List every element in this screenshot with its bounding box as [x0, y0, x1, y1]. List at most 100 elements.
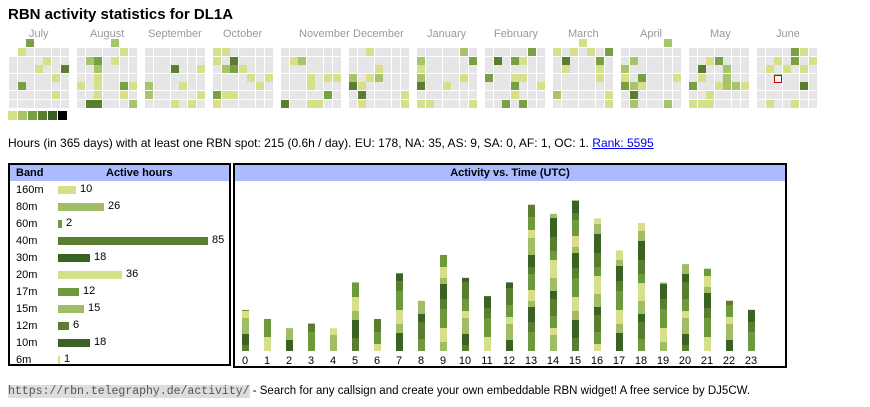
calendar-day-cell[interactable]	[689, 100, 697, 108]
calendar-day-cell[interactable]	[570, 57, 578, 65]
calendar-day-cell[interactable]	[741, 48, 749, 56]
calendar-day-cell[interactable]	[247, 74, 255, 82]
calendar-day-cell[interactable]	[809, 48, 817, 56]
calendar-day-cell[interactable]	[26, 100, 34, 108]
calendar-day-cell[interactable]	[800, 57, 808, 65]
calendar-day-cell[interactable]	[171, 57, 179, 65]
calendar-day-cell[interactable]	[154, 74, 162, 82]
calendar-day-cell[interactable]	[392, 100, 400, 108]
calendar-day-cell[interactable]	[519, 82, 527, 90]
calendar-day-cell[interactable]	[401, 48, 409, 56]
calendar-day-cell[interactable]	[247, 100, 255, 108]
calendar-day-cell[interactable]	[358, 82, 366, 90]
calendar-day-cell[interactable]	[774, 57, 782, 65]
calendar-day-cell[interactable]	[129, 82, 137, 90]
calendar-day-cell[interactable]	[443, 100, 451, 108]
calendar-day-cell[interactable]	[537, 100, 545, 108]
calendar-day-cell[interactable]	[298, 74, 306, 82]
calendar-day-cell[interactable]	[162, 57, 170, 65]
calendar-day-cell[interactable]	[783, 91, 791, 99]
calendar-day-cell[interactable]	[298, 82, 306, 90]
calendar-day-cell[interactable]	[605, 91, 613, 99]
calendar-day-cell[interactable]	[375, 91, 383, 99]
calendar-day-cell[interactable]	[469, 65, 477, 73]
calendar-day-cell[interactable]	[358, 91, 366, 99]
calendar-day-cell[interactable]	[469, 82, 477, 90]
calendar-day-cell[interactable]	[383, 91, 391, 99]
calendar-day-cell[interactable]	[290, 65, 298, 73]
calendar-day-cell[interactable]	[766, 100, 774, 108]
calendar-day-cell[interactable]	[120, 65, 128, 73]
calendar-day-cell[interactable]	[451, 91, 459, 99]
calendar-day-cell[interactable]	[553, 65, 561, 73]
calendar-day-cell[interactable]	[630, 100, 638, 108]
calendar-day-cell[interactable]	[553, 100, 561, 108]
calendar-day-cell[interactable]	[579, 100, 587, 108]
calendar-day-cell[interactable]	[638, 48, 646, 56]
calendar-day-cell[interactable]	[349, 65, 357, 73]
calendar-day-cell[interactable]	[587, 100, 595, 108]
calendar-day-cell[interactable]	[239, 82, 247, 90]
calendar-day-cell[interactable]	[511, 100, 519, 108]
calendar-day-cell[interactable]	[460, 91, 468, 99]
calendar-day-cell[interactable]	[451, 74, 459, 82]
calendar-day-cell[interactable]	[655, 48, 663, 56]
calendar-day-cell[interactable]	[664, 74, 672, 82]
calendar-day-cell[interactable]	[188, 100, 196, 108]
calendar-day-cell[interactable]	[443, 82, 451, 90]
calendar-day-cell[interactable]	[315, 91, 323, 99]
calendar-day-cell[interactable]	[528, 48, 536, 56]
calendar-day-cell[interactable]	[197, 74, 205, 82]
calendar-day-cell[interactable]	[35, 100, 43, 108]
calendar-day-cell[interactable]	[689, 82, 697, 90]
calendar-day-cell[interactable]	[9, 100, 17, 108]
calendar-day-cell[interactable]	[52, 91, 60, 99]
calendar-day-cell[interactable]	[9, 82, 17, 90]
calendar-day-cell[interactable]	[256, 48, 264, 56]
calendar-day-cell[interactable]	[222, 57, 230, 65]
calendar-day-cell[interactable]	[434, 57, 442, 65]
calendar-day-cell[interactable]	[451, 82, 459, 90]
calendar-day-cell[interactable]	[86, 82, 94, 90]
calendar-day-cell[interactable]	[154, 57, 162, 65]
calendar-day-cell[interactable]	[689, 65, 697, 73]
calendar-day-cell[interactable]	[324, 100, 332, 108]
calendar-day-cell[interactable]	[519, 65, 527, 73]
calendar-day-cell[interactable]	[715, 74, 723, 82]
calendar-day-cell[interactable]	[553, 91, 561, 99]
calendar-day-cell[interactable]	[757, 91, 765, 99]
calendar-day-cell[interactable]	[281, 65, 289, 73]
calendar-day-cell[interactable]	[230, 100, 238, 108]
calendar-day-cell[interactable]	[230, 91, 238, 99]
calendar-day-cell[interactable]	[460, 100, 468, 108]
calendar-day-cell[interactable]	[145, 57, 153, 65]
calendar-day-cell[interactable]	[239, 91, 247, 99]
calendar-day-cell[interactable]	[324, 48, 332, 56]
calendar-day-cell[interactable]	[621, 57, 629, 65]
calendar-day-cell[interactable]	[605, 48, 613, 56]
calendar-day-cell[interactable]	[698, 74, 706, 82]
calendar-day-cell[interactable]	[197, 65, 205, 73]
calendar-day-cell[interactable]	[587, 57, 595, 65]
calendar-day-cell[interactable]	[664, 48, 672, 56]
calendar-day-cell[interactable]	[579, 65, 587, 73]
calendar-day-cell[interactable]	[61, 57, 69, 65]
calendar-day-cell[interactable]	[247, 57, 255, 65]
calendar-day-cell[interactable]	[809, 91, 817, 99]
calendar-day-cell[interactable]	[43, 74, 51, 82]
calendar-day-cell[interactable]	[35, 48, 43, 56]
calendar-day-cell[interactable]	[605, 74, 613, 82]
calendar-day-cell[interactable]	[485, 74, 493, 82]
calendar-day-cell[interactable]	[18, 65, 26, 73]
calendar-day-cell[interactable]	[426, 100, 434, 108]
calendar-day-cell[interactable]	[562, 91, 570, 99]
calendar-day-cell[interactable]	[247, 65, 255, 73]
calendar-day-cell[interactable]	[621, 74, 629, 82]
calendar-day-cell[interactable]	[766, 82, 774, 90]
calendar-day-cell[interactable]	[333, 57, 341, 65]
calendar-day-cell[interactable]	[741, 65, 749, 73]
calendar-day-cell[interactable]	[630, 65, 638, 73]
calendar-day-cell[interactable]	[460, 48, 468, 56]
calendar-day-cell[interactable]	[553, 48, 561, 56]
calendar-day-cell[interactable]	[553, 74, 561, 82]
